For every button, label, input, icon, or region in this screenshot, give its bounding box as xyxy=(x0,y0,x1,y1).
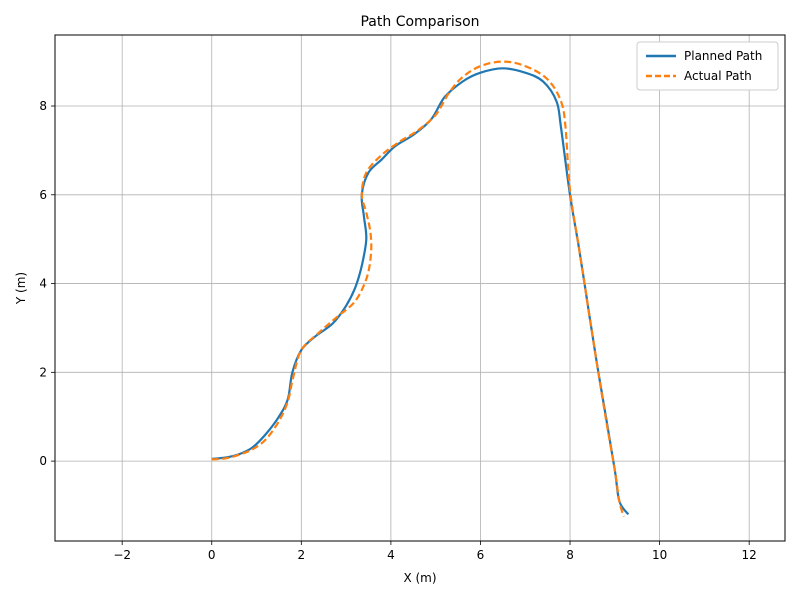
legend: Planned Path Actual Path xyxy=(636,41,779,91)
y-tick-label: 0 xyxy=(39,454,47,468)
y-tick-label: 2 xyxy=(39,365,47,379)
x-tick-label: 2 xyxy=(297,548,305,562)
x-tick-label: 6 xyxy=(477,548,485,562)
x-tick-label: 0 xyxy=(208,548,216,562)
y-axis-label: Y (m) xyxy=(14,272,28,305)
y-tick-label: 4 xyxy=(39,277,47,291)
plot-frame xyxy=(54,34,786,542)
y-tick-label: 6 xyxy=(39,188,47,202)
x-tick-label: 12 xyxy=(742,548,757,562)
grid xyxy=(55,35,785,541)
x-tick-label: 4 xyxy=(387,548,395,562)
chart-title: Path Comparison xyxy=(360,14,479,30)
series-group xyxy=(211,60,630,517)
y-tick-label: 8 xyxy=(39,99,47,113)
x-axis-label: X (m) xyxy=(403,571,436,585)
legend-label-planned: Planned Path xyxy=(684,49,762,63)
legend-box xyxy=(636,41,779,91)
x-tick-label: 8 xyxy=(566,548,574,562)
series-line-actual-path xyxy=(211,60,625,517)
legend-label-actual: Actual Path xyxy=(684,69,752,83)
ticks: −2 0 2 4 6 8 10 12 0 2 4 6 8 xyxy=(39,99,756,562)
x-tick-label: −2 xyxy=(113,548,131,562)
x-tick-label: 10 xyxy=(652,548,667,562)
